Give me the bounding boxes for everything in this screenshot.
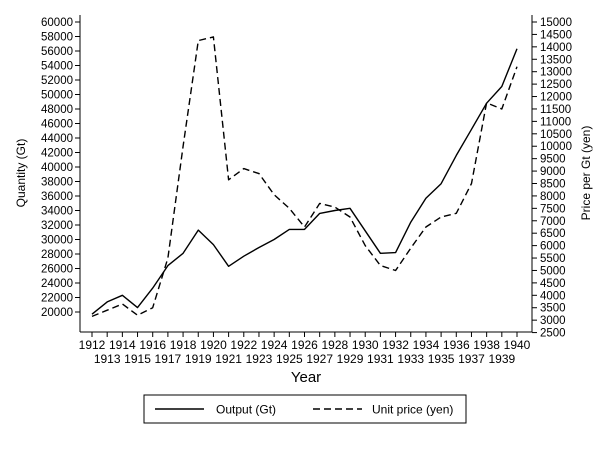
right-tick-label: 3000 xyxy=(540,315,566,327)
right-tick-label: 12500 xyxy=(540,79,572,91)
right-tick-label: 4500 xyxy=(540,278,566,290)
left-tick-label: 42000 xyxy=(41,148,73,160)
legend-label-price: Unit price (yen) xyxy=(372,403,453,417)
x-axis: 1912 1914 1916 1918 1920 1922 1924 1926 1928 1930… xyxy=(79,331,532,366)
right-tick-label: 6500 xyxy=(540,228,566,240)
x-tick-label: 1914 xyxy=(109,338,136,352)
right-tick-label: 15000 xyxy=(540,17,572,29)
left-tick-label: 48000 xyxy=(41,104,73,116)
right-tick-label: 8500 xyxy=(540,179,566,191)
x-tick-label: 1924 xyxy=(261,338,288,352)
x-tick-label: 1935 xyxy=(428,352,455,366)
left-tick-label: 44000 xyxy=(41,133,73,145)
x-tick-label: 1916 xyxy=(139,338,166,352)
right-tick-label: 10500 xyxy=(540,129,572,141)
left-tick-label: 52000 xyxy=(41,75,73,87)
x-tick-label: 1929 xyxy=(337,352,364,366)
x-tick-label: 1938 xyxy=(473,338,500,352)
right-tick-label: 4000 xyxy=(540,290,566,302)
x-tick-label: 1934 xyxy=(413,338,440,352)
right-tick-label: 7500 xyxy=(540,203,566,215)
left-y-axis: 20000 22000 24000 26000 28000 30000 32000 34000… xyxy=(41,15,81,332)
right-tick-label: 6000 xyxy=(540,241,566,253)
left-tick-label: 28000 xyxy=(41,249,73,261)
x-tick-label: 1927 xyxy=(306,352,333,366)
x-axis-title: Year xyxy=(291,369,321,386)
plot-lines xyxy=(91,36,518,318)
left-tick-label: 30000 xyxy=(41,235,73,247)
left-tick-label: 58000 xyxy=(41,32,73,44)
x-tick-label: 1913 xyxy=(94,352,121,366)
right-tick-label: 13000 xyxy=(540,67,572,79)
x-tick-label: 1932 xyxy=(382,338,409,352)
x-tick-label: 1912 xyxy=(79,338,106,352)
x-tick-label: 1921 xyxy=(215,352,242,366)
right-tick-label: 8000 xyxy=(540,191,566,203)
right-tick-label: 11000 xyxy=(540,116,571,128)
series-line-output xyxy=(91,48,518,315)
x-tick-label: 1926 xyxy=(291,338,318,352)
left-tick-label: 22000 xyxy=(41,293,73,305)
right-y-axis: 2500300035004000450050005500600065007000… xyxy=(531,15,572,340)
x-tick-label: 1939 xyxy=(488,352,515,366)
legend: Output (Gt) Unit price (yen) xyxy=(143,394,467,424)
x-tick-label: 1937 xyxy=(458,352,485,366)
legend-label-output: Output (Gt) xyxy=(216,403,276,417)
x-tick-label: 1920 xyxy=(200,338,227,352)
x-tick-label: 1922 xyxy=(230,338,257,352)
right-tick-label: 14000 xyxy=(540,42,572,54)
left-tick-label: 56000 xyxy=(41,46,73,58)
right-tick-label: 14500 xyxy=(540,29,572,41)
x-tick-label: 1933 xyxy=(397,352,424,366)
x-tick-label: 1925 xyxy=(276,352,303,366)
left-tick-label: 38000 xyxy=(41,177,73,189)
left-tick-label: 60000 xyxy=(41,17,73,29)
x-tick-label: 1923 xyxy=(246,352,273,366)
left-tick-label: 24000 xyxy=(41,278,73,290)
left-tick-label: 40000 xyxy=(41,162,73,174)
left-tick-label: 46000 xyxy=(41,119,73,131)
right-tick-label: 7000 xyxy=(540,216,566,228)
left-y-axis-title: Quantity (Gt) xyxy=(14,139,28,208)
right-tick-label: 5000 xyxy=(540,265,566,277)
right-tick-label: 5500 xyxy=(540,253,566,265)
x-tick-label: 1919 xyxy=(185,352,212,366)
right-tick-label: 9500 xyxy=(540,154,566,166)
left-tick-label: 20000 xyxy=(41,307,73,319)
x-tick-label: 1918 xyxy=(170,338,197,352)
right-tick-label: 10000 xyxy=(540,141,572,153)
right-tick-label: 3500 xyxy=(540,303,566,315)
right-tick-label: 9000 xyxy=(540,166,566,178)
left-tick-label: 26000 xyxy=(41,264,73,276)
right-tick-label: 2500 xyxy=(540,328,566,340)
x-tick-label: 1936 xyxy=(443,338,470,352)
right-tick-label: 12000 xyxy=(540,92,572,104)
x-tick-label: 1940 xyxy=(504,338,531,352)
left-tick-label: 54000 xyxy=(41,61,73,73)
right-y-axis-title: Price per Gt (yen) xyxy=(579,126,593,221)
x-tick-label: 1931 xyxy=(367,352,394,366)
left-tick-label: 36000 xyxy=(41,191,73,203)
x-tick-label: 1930 xyxy=(352,338,379,352)
x-tick-label: 1917 xyxy=(155,352,182,366)
right-tick-label: 13500 xyxy=(540,54,572,66)
left-tick-label: 32000 xyxy=(41,220,73,232)
x-tick-label: 1915 xyxy=(124,352,151,366)
left-tick-label: 50000 xyxy=(41,90,73,102)
left-tick-label: 34000 xyxy=(41,206,73,218)
right-tick-label: 11500 xyxy=(540,104,571,116)
x-tick-label: 1928 xyxy=(322,338,349,352)
series-line-unit-price xyxy=(91,36,518,318)
